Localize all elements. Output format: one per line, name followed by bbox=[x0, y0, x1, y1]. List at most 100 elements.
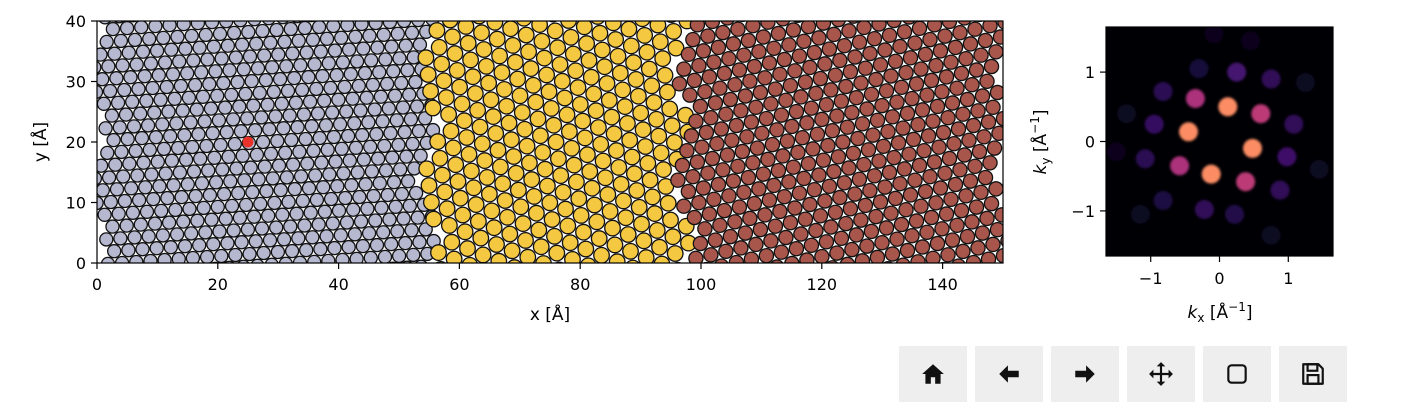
atom bbox=[750, 4, 764, 18]
atom bbox=[487, 124, 505, 142]
atom bbox=[787, 63, 803, 79]
atom bbox=[688, 250, 704, 263]
atom bbox=[376, 262, 382, 263]
atom bbox=[727, 214, 743, 230]
atom bbox=[922, 168, 938, 185]
atom bbox=[385, 150, 400, 165]
forward-button[interactable] bbox=[1051, 346, 1119, 402]
atom bbox=[704, 150, 721, 167]
atom bbox=[206, 237, 221, 252]
atom bbox=[970, 240, 986, 256]
atom bbox=[666, 245, 684, 262]
atom bbox=[408, 74, 423, 90]
atom bbox=[267, 195, 282, 211]
atom bbox=[904, 227, 920, 244]
atom bbox=[549, 150, 567, 168]
atom bbox=[187, 77, 203, 93]
atom bbox=[177, 239, 193, 254]
kspace-y-axis: −1 0 1 bbox=[1071, 63, 1106, 221]
atom bbox=[955, 243, 971, 260]
save-icon bbox=[1302, 363, 1324, 385]
atom bbox=[174, 189, 189, 205]
atom bbox=[272, 71, 288, 87]
atom bbox=[977, 32, 994, 49]
atom bbox=[160, 190, 175, 206]
x-tick-label: 140 bbox=[927, 275, 958, 294]
atom bbox=[983, 58, 1000, 75]
atom bbox=[448, 61, 466, 79]
atom bbox=[515, 21, 532, 27]
home-button[interactable] bbox=[899, 346, 967, 402]
atom bbox=[728, 117, 745, 134]
save-button[interactable] bbox=[1279, 346, 1347, 402]
atom bbox=[458, 129, 476, 146]
atom bbox=[761, 192, 778, 208]
atom bbox=[131, 192, 147, 208]
atom bbox=[802, 196, 818, 213]
atoms-y-axis: 0 10 20 30 40 bbox=[66, 12, 97, 273]
atom bbox=[818, 96, 835, 113]
atom bbox=[128, 21, 138, 23]
atom bbox=[461, 256, 478, 263]
atom bbox=[899, 105, 916, 122]
atom bbox=[382, 212, 397, 227]
atom bbox=[645, 94, 663, 111]
atom bbox=[817, 193, 833, 209]
atom bbox=[295, 193, 310, 209]
atom bbox=[987, 4, 1001, 18]
atom bbox=[182, 201, 197, 217]
diffraction-spot bbox=[1270, 180, 1290, 200]
atom bbox=[176, 214, 191, 229]
atom bbox=[97, 96, 112, 111]
atom bbox=[745, 21, 761, 34]
atom bbox=[250, 258, 265, 263]
atom bbox=[446, 45, 464, 63]
move-icon bbox=[1149, 362, 1173, 386]
atom bbox=[161, 215, 177, 230]
atom bbox=[334, 141, 349, 156]
atom bbox=[892, 175, 908, 192]
atom bbox=[249, 147, 265, 162]
atom bbox=[124, 268, 137, 281]
back-button[interactable] bbox=[975, 346, 1043, 402]
atom bbox=[751, 181, 767, 197]
atom bbox=[183, 115, 198, 130]
atom bbox=[365, 77, 381, 93]
atom bbox=[617, 209, 635, 227]
atom bbox=[373, 89, 389, 104]
atom bbox=[316, 180, 331, 195]
atom bbox=[262, 233, 278, 248]
diffraction-spot bbox=[1135, 149, 1155, 169]
zoom-button[interactable] bbox=[1203, 346, 1271, 402]
atom bbox=[856, 156, 872, 173]
atom bbox=[348, 140, 364, 155]
atom bbox=[638, 43, 656, 61]
atom bbox=[859, 238, 875, 254]
pan-button[interactable] bbox=[1127, 346, 1195, 402]
atom bbox=[848, 227, 865, 243]
atom bbox=[709, 135, 725, 152]
atom bbox=[590, 21, 605, 25]
kspace-y-axis-label: ky [Å−1] bbox=[1028, 110, 1053, 175]
atom bbox=[341, 239, 356, 255]
atom bbox=[490, 252, 508, 263]
atom bbox=[692, 98, 709, 115]
atom bbox=[641, 171, 659, 189]
atom bbox=[387, 88, 403, 103]
atom bbox=[905, 131, 922, 148]
atom bbox=[525, 187, 543, 205]
atom bbox=[755, 29, 772, 45]
atom bbox=[472, 229, 490, 247]
atom bbox=[498, 97, 516, 115]
atom bbox=[823, 219, 839, 235]
atom bbox=[718, 243, 734, 260]
atom bbox=[791, 48, 808, 64]
atom bbox=[938, 69, 955, 85]
atom bbox=[802, 59, 818, 76]
atom bbox=[240, 111, 255, 126]
atom bbox=[935, 124, 952, 141]
atom bbox=[725, 173, 742, 189]
diffraction-spot bbox=[1106, 142, 1126, 162]
atom bbox=[988, 44, 1003, 60]
